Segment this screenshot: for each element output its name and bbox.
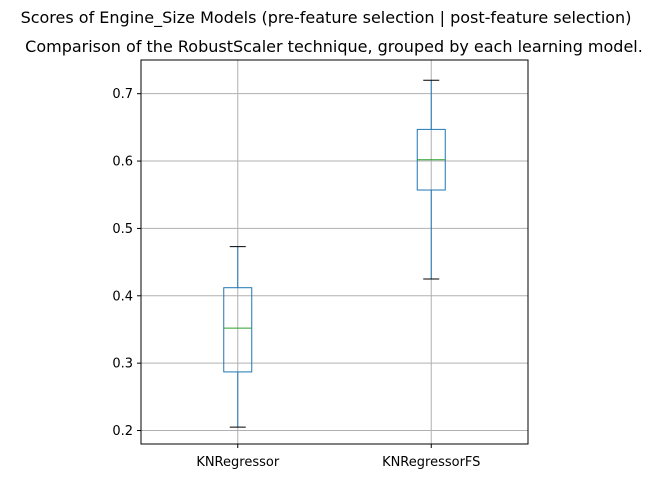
x-tick-label: KNRegressorFS xyxy=(382,455,480,470)
x-tick-label: KNRegressor xyxy=(196,455,280,470)
axes-frame xyxy=(140,59,529,445)
box-iqr xyxy=(223,287,253,373)
box-knregressorfs xyxy=(416,79,446,280)
y-tick-label: 0.3 xyxy=(112,357,133,372)
y-tick-label: 0.2 xyxy=(112,424,133,439)
grid-lines xyxy=(141,60,528,444)
figure-suptitle: Scores of Engine_Size Models (pre-featur… xyxy=(21,8,632,28)
y-tick-label: 0.5 xyxy=(112,222,133,237)
y-tick-label: 0.6 xyxy=(112,155,133,170)
axes-title: Comparison of the RobustScaler technique… xyxy=(25,37,643,56)
y-axis: 0.2 0.3 0.4 0.5 0.6 0.7 xyxy=(112,87,141,439)
y-tick-label: 0.7 xyxy=(112,87,133,102)
box-knregressor xyxy=(223,246,253,428)
x-axis: KNRegressor KNRegressorFS xyxy=(196,444,480,470)
y-tick-label: 0.4 xyxy=(112,289,133,304)
plot-area xyxy=(223,79,446,428)
